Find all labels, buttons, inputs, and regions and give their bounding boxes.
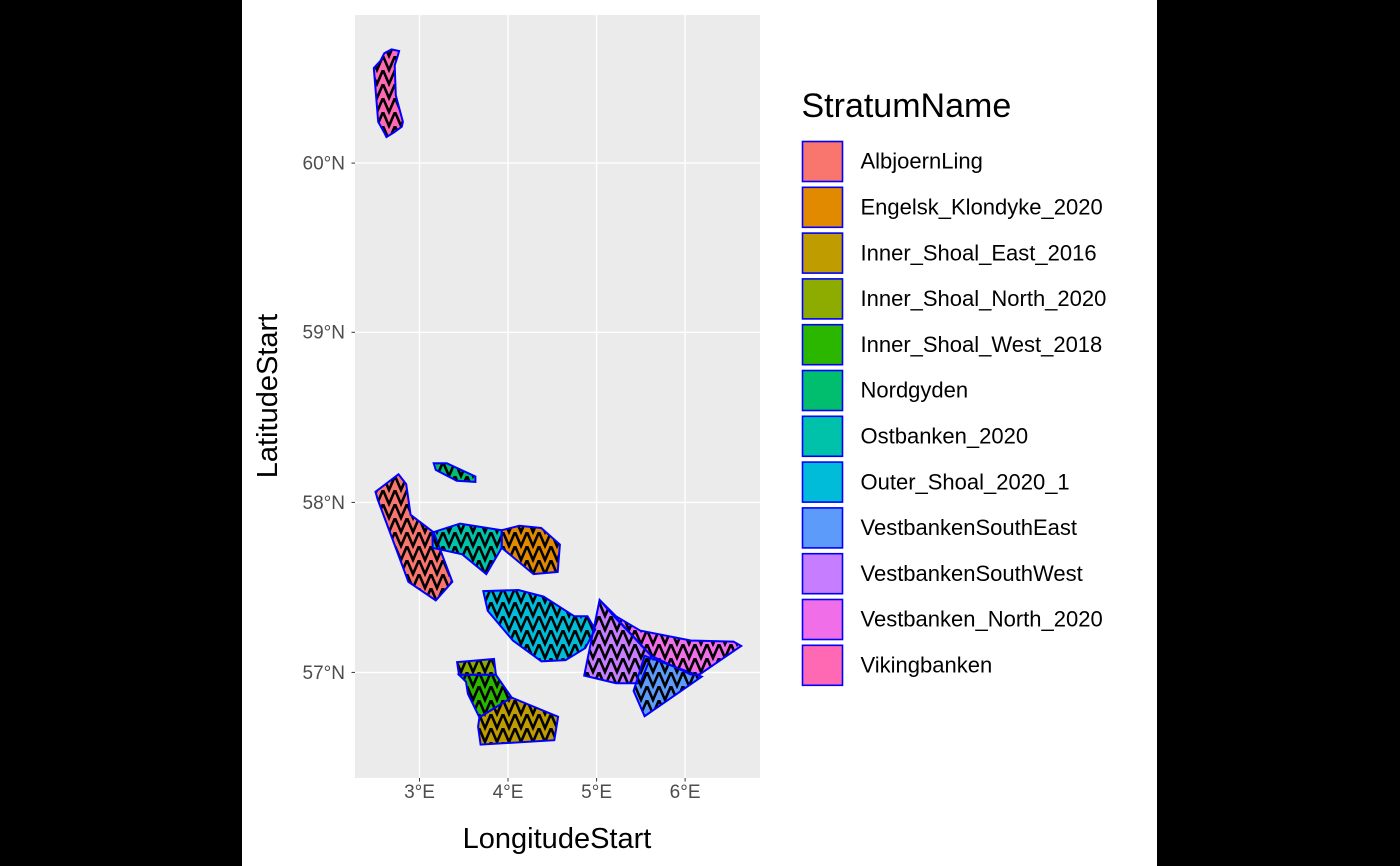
svg-text:Vikingbanken: Vikingbanken [861, 653, 993, 678]
svg-text:Inner_Shoal_East_2016: Inner_Shoal_East_2016 [861, 240, 1097, 265]
svg-text:3°E: 3°E [404, 782, 435, 803]
svg-text:6°E: 6°E [670, 782, 701, 803]
svg-text:Ostbanken_2020: Ostbanken_2020 [861, 424, 1029, 449]
svg-text:60°N: 60°N [303, 154, 345, 175]
svg-text:4°E: 4°E [493, 782, 524, 803]
svg-text:LatitudeStart: LatitudeStart [252, 314, 284, 478]
svg-text:VestbankenSouthWest: VestbankenSouthWest [861, 561, 1083, 586]
svg-text:5°E: 5°E [581, 782, 612, 803]
svg-text:Outer_Shoal_2020_1: Outer_Shoal_2020_1 [861, 469, 1070, 494]
svg-text:StratumName: StratumName [802, 87, 1012, 125]
svg-text:Inner_Shoal_West_2018: Inner_Shoal_West_2018 [861, 332, 1103, 357]
svg-text:Engelsk_Klondyke_2020: Engelsk_Klondyke_2020 [861, 195, 1103, 220]
svg-text:58°N: 58°N [303, 493, 345, 514]
svg-text:59°N: 59°N [303, 323, 345, 344]
svg-text:Vestbanken_North_2020: Vestbanken_North_2020 [861, 607, 1103, 632]
svg-text:LongitudeStart: LongitudeStart [463, 823, 652, 855]
svg-text:AlbjoernLing: AlbjoernLing [861, 149, 983, 174]
svg-text:Nordgyden: Nordgyden [861, 378, 969, 403]
svg-text:57°N: 57°N [303, 663, 345, 684]
svg-text:VestbankenSouthEast: VestbankenSouthEast [861, 515, 1078, 540]
svg-text:Inner_Shoal_North_2020: Inner_Shoal_North_2020 [861, 286, 1107, 311]
